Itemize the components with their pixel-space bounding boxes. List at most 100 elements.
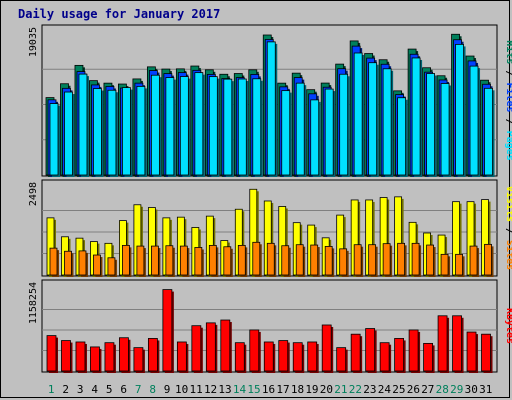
day-label-25: 25 [392,383,405,396]
bar-kbytes-day-21-body [336,347,347,372]
panel-1: 19035 Hits / Files / Pages [28,24,512,178]
bar-sites-day-16-body [266,242,275,276]
bar-kbytes-day-12 [205,322,218,373]
bar-kbytes-day-4-body [90,346,100,372]
panel-1-ymax-label: 19035 [28,27,39,57]
panel-3-axis-label: KBytes [504,308,512,344]
day-label-4: 4 [91,383,98,396]
bar-kbytes-day-6-body [119,337,129,372]
day-label-27: 27 [421,383,434,396]
bar-pages-day-19 [310,99,321,177]
bar-kbytes-day-15-body [249,329,260,372]
bar-sites-day-30 [469,245,480,277]
bar-pages-day-12 [208,76,220,177]
bar-kbytes-day-7-body [133,347,144,372]
bar-sites-day-7-body [136,245,145,276]
bar-pages-day-16-body [266,41,276,176]
bar-kbytes-day-25-body [394,338,405,372]
bar-sites-day-6 [122,244,132,277]
bar-kbytes-day-21 [336,347,348,373]
bar-kbytes-day-13 [220,319,232,373]
bar-sites-day-26-body [411,242,420,276]
bar-pages-day-19-body [310,99,320,176]
bar-kbytes-day-24 [379,342,392,373]
bar-kbytes-day-27-body [423,342,433,372]
bar-pages-day-30-body [469,65,479,176]
day-label-31: 31 [479,383,492,396]
day-label-3: 3 [77,383,84,396]
day-label-24: 24 [378,383,392,396]
bar-pages-day-27-body [426,73,435,176]
bar-kbytes-day-10 [176,341,189,373]
bar-kbytes-day-29 [452,315,464,373]
chart-panels: 19035 Hits / Files / Pages 2498 Visits / Si… [28,24,512,373]
bar-kbytes-day-12-body [205,322,216,372]
bar-sites-day-2 [64,250,74,277]
bar-pages-day-18-body [295,82,305,176]
day-label-30: 30 [465,383,478,396]
bar-sites-day-30-body [469,245,478,276]
bar-sites-day-23-body [368,244,377,276]
bar-sites-day-11 [194,247,204,277]
bar-pages-day-4-body [93,88,102,176]
bar-kbytes-day-31-body [481,333,491,372]
bar-pages-day-26-body [411,57,421,176]
bar-kbytes-day-23-body [365,328,376,372]
day-label-9: 9 [164,383,171,396]
bar-pages-day-24-body [382,68,392,176]
bar-pages-day-8-body [150,74,160,176]
bar-kbytes-day-16 [263,341,276,373]
bar-sites-day-26 [411,242,422,277]
axis-label-separator: / [504,222,512,240]
bar-pages-day-29 [455,44,466,177]
bar-sites-day-13-body [223,246,232,276]
bar-kbytes-day-20 [321,324,334,373]
bar-sites-day-5-body [107,257,116,276]
bar-sites-day-14-body [237,244,246,276]
bar-sites-day-17 [281,245,291,277]
bar-sites-day-21 [339,248,349,277]
day-label-1: 1 [48,383,55,396]
day-label-8: 8 [149,383,156,396]
panel-2-axis-label: Visits / Sites [504,186,512,270]
panel-3-ymax-label: 1158254 [28,282,39,324]
day-label-13: 13 [218,383,231,396]
axis-label-separator: / [504,113,512,131]
day-label-26: 26 [407,383,420,396]
bar-sites-day-25-body [397,242,406,276]
bar-pages-day-25 [397,97,408,177]
bar-sites-day-19-body [310,244,319,276]
bar-sites-day-4-body [93,254,101,276]
bar-sites-day-18-body [295,244,304,276]
bar-sites-day-27 [426,244,436,277]
axis-label-sites: Sites [504,240,512,270]
bar-sites-day-17-body [281,245,290,276]
bar-pages-day-4 [93,88,104,177]
bar-sites-day-15 [252,241,262,277]
bar-sites-day-20-body [324,246,333,276]
bar-pages-day-6-body [122,87,131,176]
bar-kbytes-day-5 [104,342,116,373]
bar-pages-day-10-body [179,76,189,176]
bar-kbytes-day-17-body [278,340,289,372]
bar-kbytes-day-8-body [147,338,158,372]
bar-pages-day-16 [266,41,278,178]
bar-sites-day-22 [353,244,364,277]
bar-pages-day-31 [484,87,495,177]
bar-pages-day-22 [353,52,365,177]
bar-kbytes-day-30-body [466,331,477,372]
day-label-23: 23 [363,383,376,396]
panel-2: 2498 Visits / Sites [28,179,512,277]
bar-pages-day-7 [136,86,147,177]
bar-pages-day-18 [295,82,307,177]
chart-title: Daily usage for January 2017 [18,7,220,21]
bar-kbytes-day-1 [46,335,58,373]
bar-kbytes-day-24-body [379,342,390,372]
bar-pages-day-3 [78,73,89,177]
bar-pages-day-9 [165,77,176,177]
bar-kbytes-day-13-body [220,319,231,372]
bar-sites-day-1-body [49,247,58,276]
axis-label-separator: / [504,64,512,82]
bar-kbytes-day-5-body [104,342,115,372]
